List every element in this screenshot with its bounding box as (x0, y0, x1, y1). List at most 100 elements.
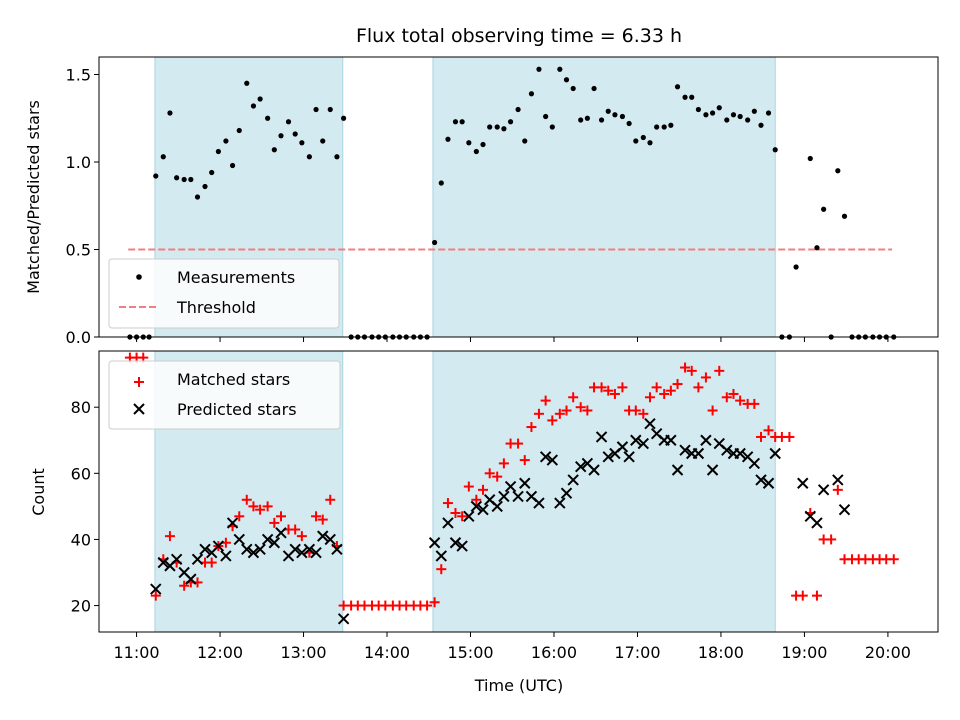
predicted-stars-point (679, 444, 691, 456)
matched-stars-point (707, 405, 718, 416)
matched-stars-point (609, 388, 620, 399)
matched-stars-point (680, 362, 691, 373)
predicted-stars-point (275, 527, 287, 539)
measurement-point (654, 124, 660, 130)
matched-stars-point (311, 511, 322, 522)
measurement-point (285, 119, 292, 125)
predicted-stars-point (268, 537, 281, 549)
matched-stars-point (693, 382, 704, 393)
predicted-stars-point (324, 533, 336, 546)
predicted-stars-point (296, 546, 308, 559)
top-panel-y-axis: 0.0 0.5 1.0 1.5 (66, 66, 99, 347)
predicted-stars-point (554, 497, 566, 509)
measurement-point (765, 110, 772, 116)
predicted-stars-point (191, 553, 204, 565)
matched-stars-point (651, 382, 662, 393)
measurement-point (313, 106, 319, 113)
measurement-point (181, 176, 187, 183)
measurement-point (487, 124, 493, 130)
measurement-point (703, 112, 709, 118)
matched-stars-point (429, 597, 440, 608)
predicted-stars-point (233, 533, 245, 546)
matched-stars-point (471, 494, 482, 505)
bottom-panel-y-axis: 20 40 60 80 (71, 398, 99, 616)
matched-stars-point (561, 405, 572, 416)
measurement-point (647, 140, 653, 146)
matched-stars-point (248, 501, 259, 512)
predicted-stars-point (504, 480, 517, 493)
matched-stars-point (296, 531, 307, 542)
bottom-panel-y-axis-title: Count (29, 468, 48, 516)
predicted-stars-point (769, 447, 781, 460)
measurement-point (229, 162, 236, 169)
measurement-point (452, 119, 459, 125)
predicted-stars-point (832, 474, 844, 486)
matched-stars-point (206, 557, 217, 568)
x-tick-label: 14:00 (364, 643, 410, 662)
predicted-stars-point (734, 447, 746, 460)
measurement-point (578, 117, 584, 123)
x-tick-label: 15:00 (447, 643, 493, 662)
measurement-point (432, 239, 438, 246)
matched-stars-point (442, 498, 453, 509)
measurement-point (265, 115, 271, 121)
measurement-point (202, 183, 208, 190)
matched-stars-point (164, 531, 175, 542)
predicted-stars-point (220, 550, 232, 562)
matched-stars-point (686, 365, 697, 376)
matched-stars-point (582, 405, 593, 416)
predicted-stars-point (755, 474, 767, 486)
matched-stars-point (179, 580, 190, 591)
x-tick-label: 16:00 (531, 643, 577, 662)
measurement-point (528, 91, 535, 97)
measurement-point (737, 113, 743, 120)
matched-stars-point (540, 395, 551, 406)
matched-stars-point (672, 379, 683, 390)
top-panel-y-axis-title: Matched/Predicted stars (24, 100, 43, 294)
matched-stars-point (756, 431, 767, 442)
measurement-point (341, 115, 347, 121)
matched-stars-point (241, 494, 252, 505)
measurement-point (661, 124, 667, 130)
measurement-point (549, 124, 555, 130)
measurement-point (215, 148, 221, 155)
measurement-point (334, 154, 340, 160)
shaded-interval (432, 56, 776, 338)
matched-stars-point (554, 408, 565, 419)
matched-stars-point (728, 388, 739, 399)
matched-stars-point (665, 385, 676, 396)
predicted-stars-point (150, 583, 162, 595)
predicted-stars-point (498, 490, 510, 503)
predicted-stars-point (644, 418, 656, 430)
measurement-point (557, 66, 563, 72)
legend-measurements-label: Measurements (177, 268, 295, 287)
measurement-point (271, 147, 277, 153)
measurement-point (320, 138, 326, 144)
measurement-point (209, 169, 215, 176)
matched-stars-point (234, 511, 245, 522)
matched-stars-point (463, 481, 474, 492)
y-tick-label: 0.0 (66, 328, 91, 347)
predicted-stars-point (241, 543, 253, 556)
bottom-panel-frame (98, 350, 939, 633)
predicted-stars-point (254, 543, 266, 556)
measurement-point (821, 206, 827, 212)
measurement-point (257, 96, 263, 102)
matched-stars-point (526, 422, 537, 433)
matched-stars-point (269, 517, 280, 528)
matched-stars-point (832, 484, 843, 495)
measurement-point (835, 168, 841, 174)
predicted-stars-point (546, 454, 559, 466)
measurement-point (250, 103, 257, 109)
y-tick-label: 60 (71, 464, 91, 483)
x-tick-label: 19:00 (781, 643, 827, 662)
matched-stars-point (325, 494, 336, 505)
measurement-point (236, 127, 242, 134)
predicted-stars-point (310, 546, 322, 559)
predicted-stars-point (491, 500, 503, 513)
top-panel-legend: Measurements Threshold (108, 258, 340, 329)
matched-stars-point (422, 600, 433, 611)
legend-predicted-marker (133, 403, 145, 415)
